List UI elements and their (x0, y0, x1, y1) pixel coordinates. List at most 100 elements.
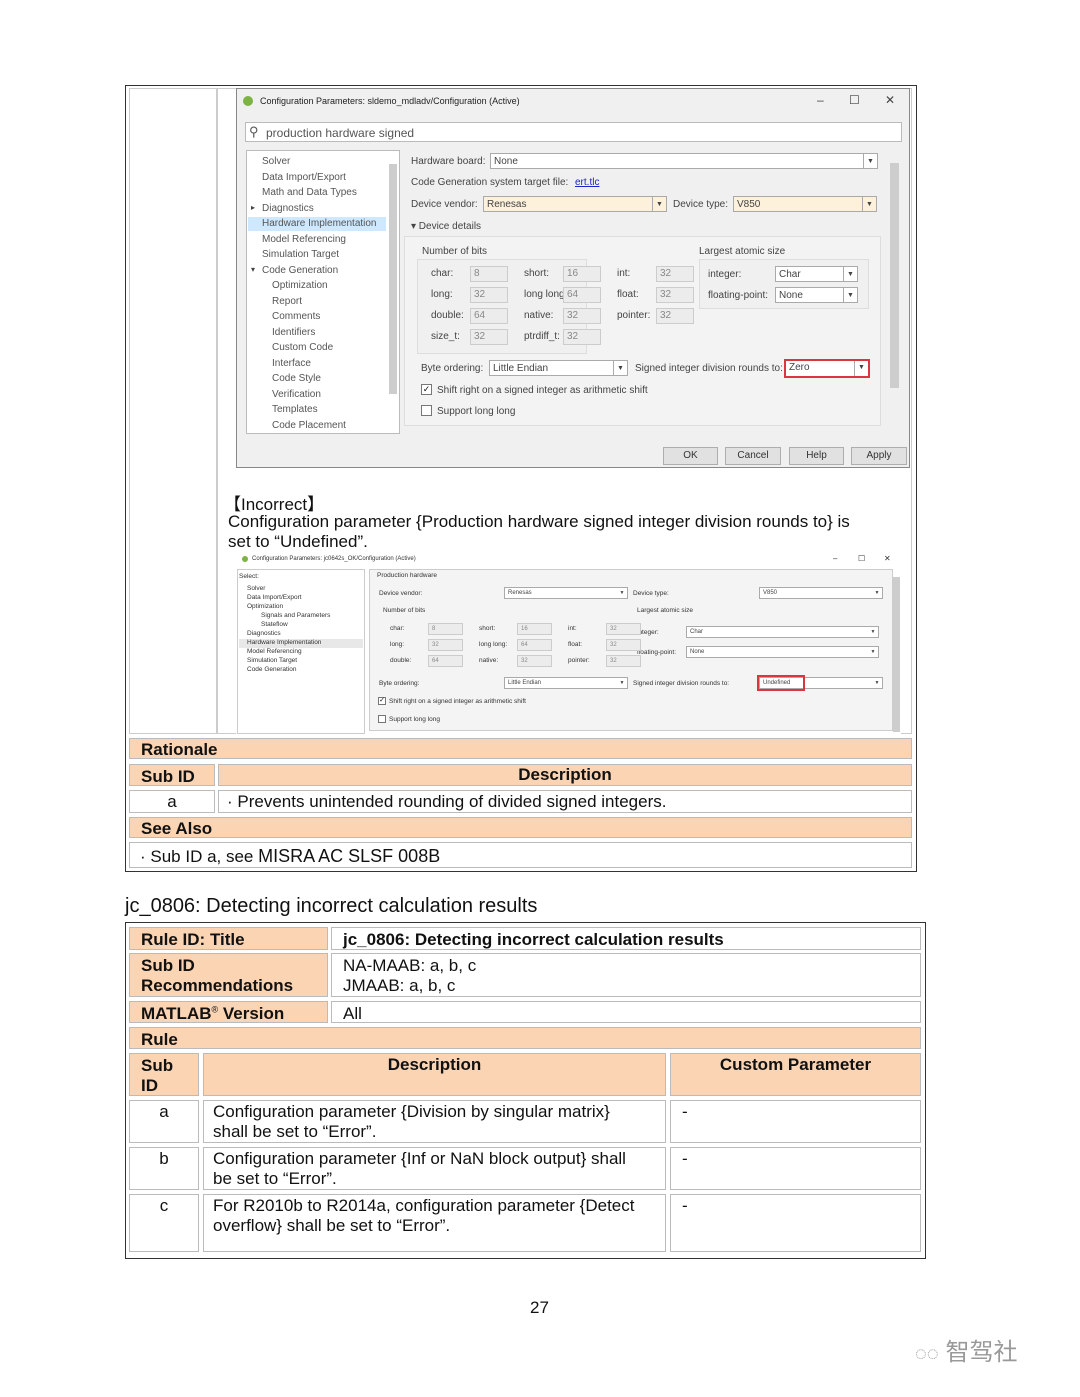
atomic-title: Largest atomic size (699, 246, 786, 257)
tree-item[interactable]: Math and Data Types (248, 186, 386, 200)
tree-item[interactable]: Custom Code (248, 341, 386, 355)
bit-size-label: long: (431, 289, 453, 300)
tree-item-label: Diagnostics (247, 630, 281, 637)
atomic-float-select[interactable]: None ▼ (686, 646, 879, 658)
tree-item[interactable]: Hardware Implementation (239, 639, 363, 648)
tree-item[interactable]: Code Placement (248, 419, 386, 433)
tree-item[interactable]: Stateflow (239, 621, 363, 630)
support-long-long-checkbox[interactable] (378, 715, 386, 723)
tree-item-label: Identifiers (272, 326, 316, 338)
tree-item[interactable]: Solver (239, 585, 363, 594)
tree-item[interactable]: Model Referencing (239, 648, 363, 657)
chevron-down-icon: ▼ (619, 590, 625, 596)
tree-scrollbar[interactable] (389, 164, 397, 394)
shift-right-checkbox[interactable]: ✓ (421, 384, 432, 395)
tree-item-label: Signals and Parameters (261, 612, 331, 619)
help-button[interactable]: Help (789, 447, 844, 465)
tree-item-label: Model Referencing (247, 648, 302, 655)
rationale-header: Rationale (129, 738, 912, 759)
cancel-button[interactable]: Cancel (725, 447, 781, 465)
section-heading: jc_0806: Detecting incorrect calculation… (125, 895, 538, 917)
hardware-board-select[interactable]: None ▼ (490, 153, 878, 169)
tree-item: Select: (239, 573, 363, 582)
incorrect-text-line1: Configuration parameter {Production hard… (228, 512, 850, 531)
close-button[interactable]: ✕ (885, 93, 896, 107)
main-scrollbar[interactable] (893, 577, 900, 732)
expand-arrow-icon[interactable]: ▸ (251, 202, 256, 212)
description-line: be set to “Error”. (213, 1169, 337, 1188)
tree-item[interactable]: ▸ Diagnostics (248, 202, 386, 216)
atomic-integer-select[interactable]: Char ▼ (686, 626, 879, 638)
tree-item[interactable]: Optimization (239, 603, 363, 612)
collapse-arrow-icon[interactable]: ▾ (251, 264, 256, 274)
tree-item[interactable]: Model Referencing (248, 233, 386, 247)
custom-parameter-value: - (682, 1149, 688, 1168)
atomic-integer-label: integer: (637, 629, 659, 636)
device-vendor-select[interactable]: Renesas ▼ (504, 587, 628, 599)
minimize-button[interactable]: – (817, 93, 824, 107)
tree-item-label: Diagnostics (262, 202, 314, 214)
tree-item[interactable]: Signals and Parameters (239, 612, 363, 621)
support-long-long-checkbox[interactable] (421, 405, 432, 416)
apply-button[interactable]: Apply (851, 447, 907, 465)
shift-right-label: Shift right on a signed integer as arith… (437, 385, 648, 396)
bit-size-field: 8 (470, 266, 508, 282)
rationale-row-desc: · Prevents unintended rounding of divide… (218, 790, 912, 813)
rule-id-value: jc_0806: Detecting incorrect calculation… (331, 927, 921, 950)
maximize-button[interactable]: ☐ (858, 554, 866, 563)
tree-item[interactable]: Code Style (248, 372, 386, 386)
bit-size-field: 32 (606, 623, 641, 635)
tree-item-label: Data Import/Export (247, 594, 302, 601)
chevron-down-icon: ▼ (843, 267, 857, 281)
shift-right-checkbox[interactable]: ✓ (378, 697, 386, 705)
maximize-button[interactable]: ☐ (849, 93, 860, 107)
device-vendor-select[interactable]: Renesas ▼ (483, 196, 667, 212)
device-type-select[interactable]: V850 ▼ (733, 196, 877, 212)
tree-item[interactable]: Interface (248, 357, 386, 371)
atomic-float-label: floating-point: (708, 290, 769, 301)
target-file-link[interactable]: ert.tlc (575, 177, 600, 188)
tree-item[interactable]: ▾ Code Generation (248, 264, 386, 278)
tree-item-label: Solver (247, 585, 266, 592)
tree-item-label: Stateflow (261, 621, 288, 628)
minimize-button[interactable]: – (833, 554, 838, 563)
tree-item[interactable]: Simulation Target (248, 248, 386, 262)
tree-item[interactable]: Simulation Target (239, 657, 363, 666)
tree-item[interactable]: Hardware Implementation (248, 217, 386, 231)
atomic-integer-select[interactable]: Char ▼ (775, 266, 858, 282)
tree-item[interactable]: Comments (248, 310, 386, 324)
close-button[interactable]: ✕ (884, 554, 891, 563)
bit-size-label: float: (568, 641, 583, 648)
tree-item[interactable]: Data Import/Export (239, 594, 363, 603)
tree-item[interactable]: Optimization (248, 279, 386, 293)
division-rounding-select[interactable]: Undefined ▼ (759, 677, 883, 689)
ok-button[interactable]: OK (663, 447, 718, 465)
main-scrollbar[interactable] (890, 163, 899, 388)
tree-item[interactable]: Verification (248, 388, 386, 402)
rule-row-id: b (129, 1147, 199, 1190)
category-tree: Select: Solver Data Import/Export Optimizat… (237, 569, 365, 734)
tree-item[interactable]: Code Generation (239, 666, 363, 675)
tree-item-label: Templates (272, 404, 318, 415)
tree-item[interactable]: Data Import/Export (248, 171, 386, 185)
tree-item[interactable]: Diagnostics (239, 630, 363, 639)
bit-size-field: 32 (606, 655, 641, 667)
bit-size-label: long long: (524, 289, 568, 300)
byte-ordering-select[interactable]: Little Endian ▼ (504, 677, 628, 689)
tree-item[interactable]: Report (248, 295, 386, 309)
chevron-down-icon: ▼ (870, 649, 876, 655)
tree-item[interactable]: Identifiers (248, 326, 386, 340)
tree-item[interactable]: Templates (248, 403, 386, 417)
division-rounding-select[interactable]: Zero ▼ (784, 359, 870, 378)
device-type-label: Device type: (633, 590, 669, 597)
device-details-toggle[interactable]: ▾ Device details (411, 221, 482, 232)
byte-ordering-select[interactable]: Little Endian ▼ (489, 360, 628, 376)
config-dialog-correct: Configuration Parameters: sldemo_mdladv/… (236, 88, 910, 468)
atomic-float-select[interactable]: None ▼ (775, 287, 858, 303)
bit-size-field: 32 (470, 287, 508, 303)
tree-item[interactable]: Solver (248, 155, 386, 169)
chevron-down-icon: ▼ (652, 197, 666, 211)
device-type-select[interactable]: V850 ▼ (759, 587, 883, 599)
bit-size-label: double: (390, 657, 412, 664)
search-input[interactable]: ⚲ production hardware signed (245, 122, 902, 142)
